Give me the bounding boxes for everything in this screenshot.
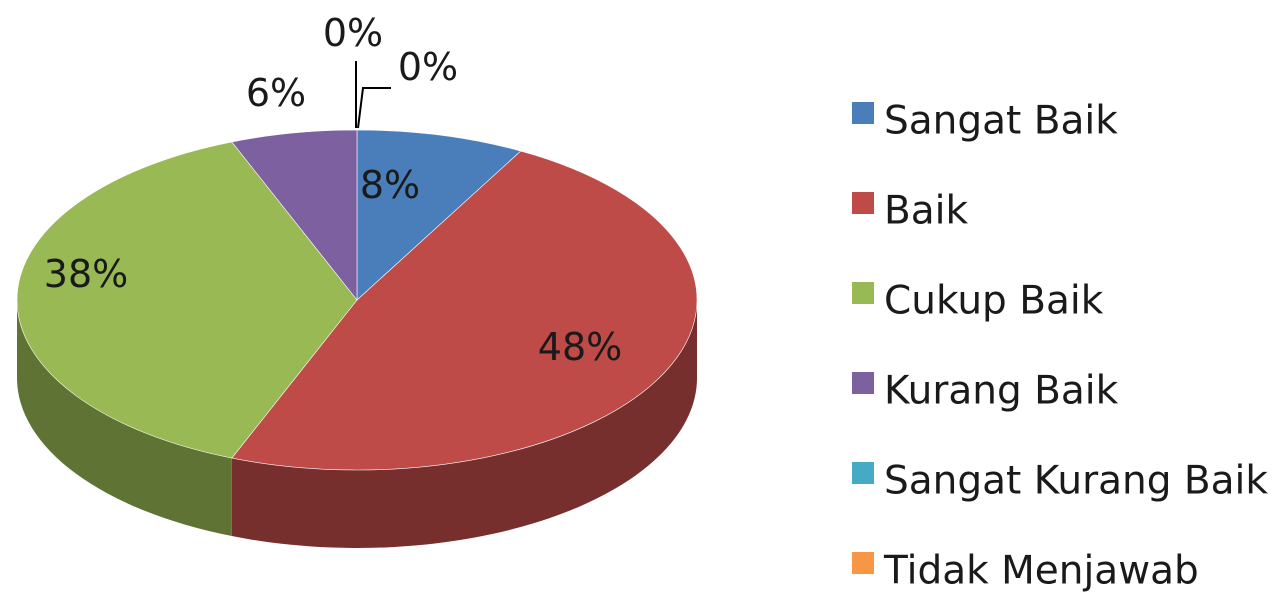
legend-label-cukup-baik: Cukup Baik xyxy=(884,279,1104,324)
legend-swatch-baik xyxy=(852,192,874,214)
pie-slice-kurang-baik xyxy=(231,129,358,301)
legend-swatch-sangat-baik xyxy=(852,102,874,124)
legend-swatch-sangat-kurang-baik xyxy=(852,462,874,484)
pie-label-baik: 48% xyxy=(538,325,622,369)
pie-label-cukup-baik: 38% xyxy=(44,252,128,296)
pie-slice-sangat-baik xyxy=(356,129,522,301)
pie-slice-cukup-baik xyxy=(16,141,358,459)
pie-slice-baik xyxy=(231,150,698,471)
pie-label-kurang-baik: 6% xyxy=(246,71,306,115)
legend-label-tidak-menjawab: Tidak Menjawab xyxy=(883,549,1199,594)
pie-label-sangat-baik: 8% xyxy=(360,163,420,207)
legend-swatch-kurang-baik xyxy=(852,372,874,394)
legend-label-kurang-baik: Kurang Baik xyxy=(884,369,1119,414)
leader-line-tidak-menjawab xyxy=(357,87,391,129)
pie-label-sangat-kurang-baik: 0% xyxy=(323,11,383,55)
legend-label-sangat-baik: Sangat Baik xyxy=(884,99,1118,144)
legend-label-sangat-kurang-baik: Sangat Kurang Baik xyxy=(884,459,1268,504)
legend-label-baik: Baik xyxy=(884,189,968,234)
pie-side-cukup-baik xyxy=(17,300,232,537)
pie-label-tidak-menjawab: 0% xyxy=(398,45,458,89)
pie-layer xyxy=(16,129,698,548)
legend: Sangat Baik Baik Cukup Baik Kurang Baik Sang… xyxy=(852,99,1268,594)
legend-swatch-cukup-baik xyxy=(852,282,874,304)
legend-swatch-tidak-menjawab xyxy=(852,552,874,574)
pie-side-baik xyxy=(231,300,697,548)
pie-labels: 8% 48% 38% 6% 0% 0% xyxy=(44,11,622,369)
